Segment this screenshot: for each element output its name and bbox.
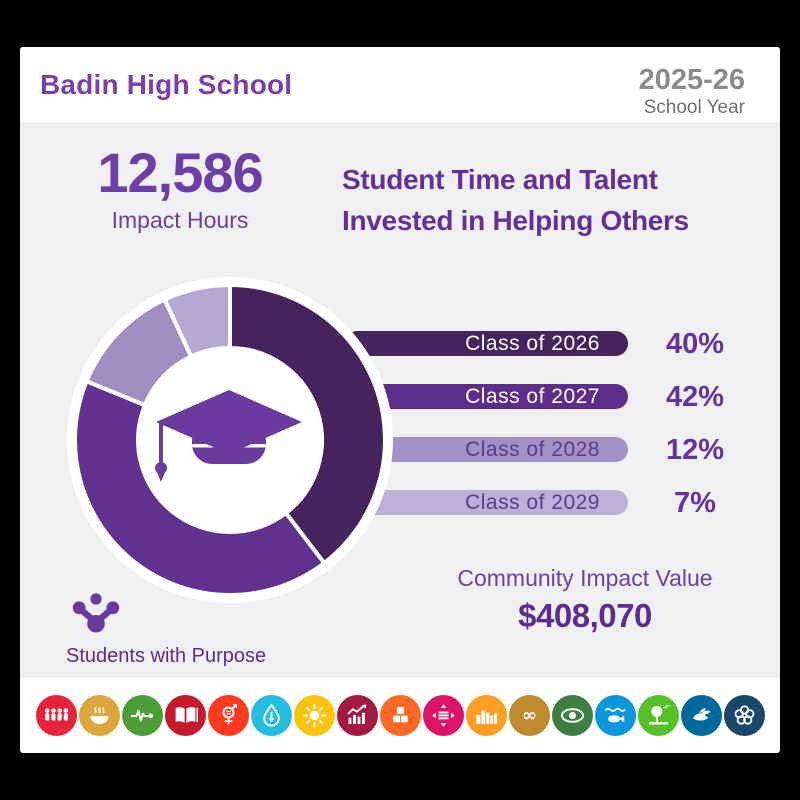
sdg-icon-row [20, 691, 780, 739]
sdg-good-health-icon [121, 694, 163, 736]
page-title-line1: Student Time and Talent [342, 164, 658, 195]
header: Badin High School 2025-26 School Year [20, 47, 780, 122]
class-bar-class-of-2029: Class of 2029 [345, 490, 628, 515]
students-with-purpose-label: Students with Purpose [66, 645, 267, 667]
page-title: Student Time and Talent Invested in Help… [342, 159, 762, 241]
sdg-zero-hunger-icon [78, 694, 120, 736]
class-bar-percent: 40% [665, 327, 725, 360]
sdg-clean-energy-icon [293, 694, 335, 736]
donut-segment-class-of-2029 [162, 283, 232, 359]
donut-segment-class-of-2026 [228, 283, 387, 566]
sdg-gender-equality-icon [207, 694, 249, 736]
impact-hours-label: Impact Hours [111, 207, 249, 233]
donut-segment-class-of-2027 [73, 379, 327, 597]
class-bar-class-of-2026: Class of 2026 [345, 331, 628, 356]
community-impact-block: Community Impact Value $408,070 [420, 565, 750, 635]
impact-hours-value: 12,586 [97, 141, 263, 204]
sdg-life-on-land-icon [637, 694, 679, 736]
school-name: Badin High School [40, 68, 293, 100]
sdg-climate-action-icon [551, 694, 593, 736]
sdg-life-below-water-icon [594, 694, 636, 736]
page-title-line2: Invested in Helping Others [342, 205, 689, 236]
class-bar-class-of-2027: Class of 2027 [345, 384, 628, 409]
infographic-card: Badin High School 2025-26 School Year 12… [20, 47, 780, 753]
community-impact-value: $408,070 [518, 597, 652, 634]
donut-chart [67, 277, 393, 603]
class-bar-percent: 42% [665, 380, 725, 413]
school-year-value: 2025-26 [638, 64, 745, 97]
community-impact-label: Community Impact Value [457, 565, 713, 591]
class-bar-percent: 12% [665, 433, 725, 466]
class-bar-label: Class of 2029 [465, 491, 600, 514]
class-bar-percent: 7% [674, 486, 716, 519]
class-bar-label: Class of 2028 [465, 438, 600, 461]
students-with-purpose-icon [72, 593, 120, 633]
sdg-sustainable-cities-icon [465, 694, 507, 736]
sdg-reduced-inequalities-icon [422, 694, 464, 736]
class-bars-layer: Class of 2026 40% Class of 2027 42% Class of… [20, 47, 780, 753]
sdg-peace-justice-icon [680, 694, 722, 736]
class-bar-label: Class of 2027 [465, 385, 600, 408]
sdg-partnerships-icon [723, 694, 765, 736]
impact-hours-block: 12,586 Impact Hours [50, 145, 310, 234]
graduation-cap-icon [155, 390, 302, 482]
school-year-label: School Year [643, 96, 745, 118]
class-bar-label: Class of 2026 [465, 332, 600, 355]
sdg-quality-education-icon [164, 694, 206, 736]
school-year-block: 2025-26 School Year [639, 65, 745, 117]
sdg-responsible-consumption-icon [508, 694, 550, 736]
sdg-clean-water-icon [250, 694, 292, 736]
sdg-economic-growth-icon [336, 694, 378, 736]
sdg-no-poverty-icon [35, 694, 77, 736]
sdg-industry-innovation-icon [379, 694, 421, 736]
